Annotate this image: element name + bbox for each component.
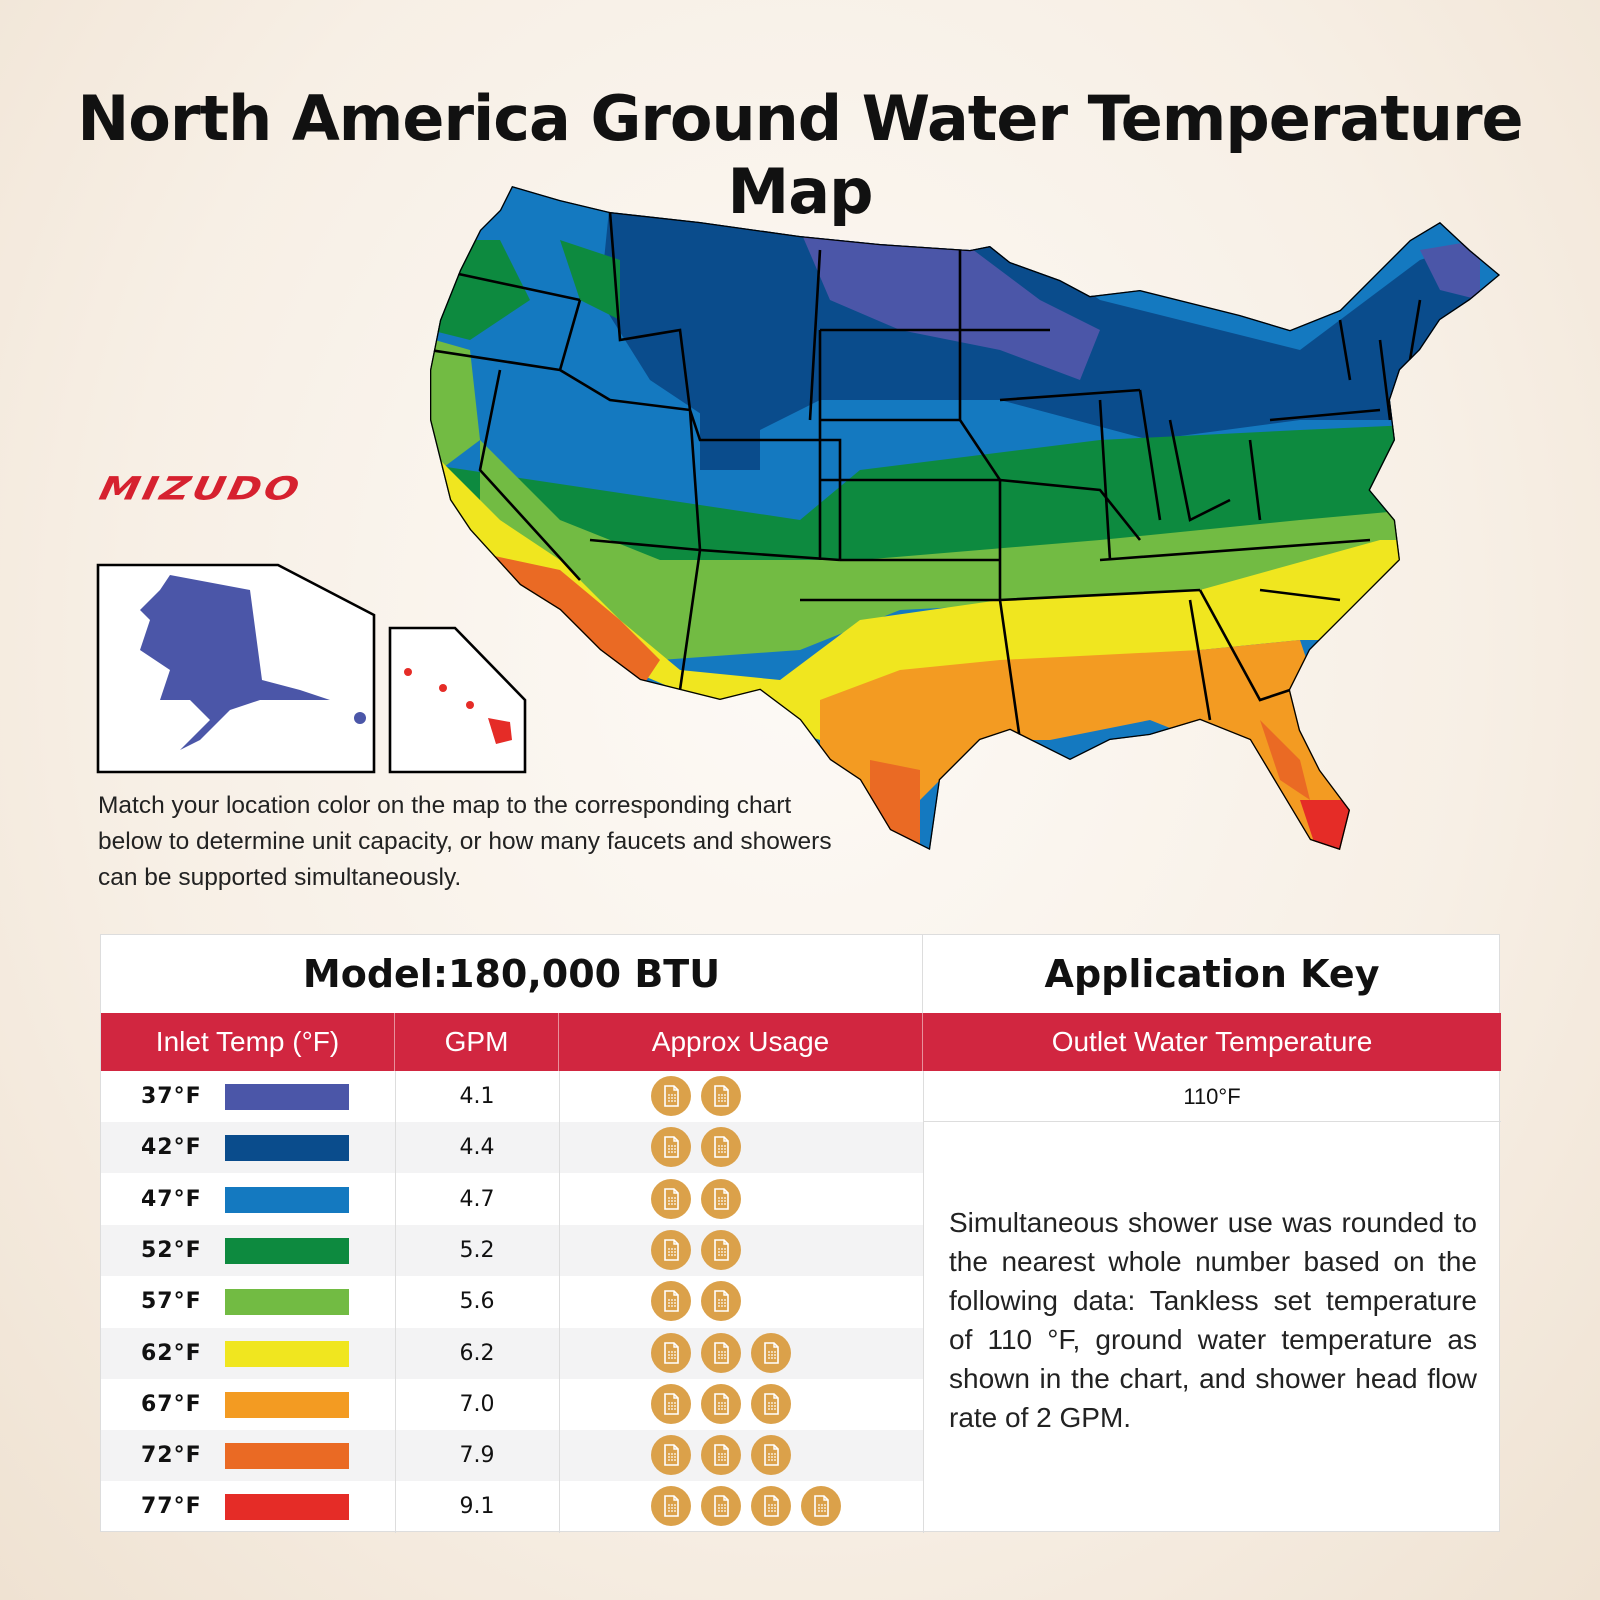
shower-icon bbox=[801, 1486, 841, 1527]
alaska-inset bbox=[96, 563, 376, 774]
gpm-value: 7.9 bbox=[459, 1443, 495, 1469]
gpm-value: 4.7 bbox=[459, 1186, 495, 1212]
shower-icon bbox=[751, 1332, 791, 1373]
brand-logo: MIZUDO bbox=[96, 470, 306, 508]
gpm-value: 7.0 bbox=[459, 1391, 495, 1417]
shower-icon bbox=[651, 1076, 691, 1116]
shower-icon bbox=[651, 1281, 691, 1322]
shower-icon bbox=[701, 1127, 741, 1168]
temperature-color-swatch bbox=[225, 1289, 349, 1316]
model-heading: Model:180,000 BTU bbox=[101, 935, 923, 1013]
temperature-color-swatch bbox=[225, 1186, 349, 1213]
approx-usage-icons bbox=[651, 1435, 791, 1476]
approx-usage-header: Approx Usage bbox=[559, 1013, 923, 1071]
temperature-color-swatch bbox=[225, 1237, 349, 1264]
shower-icon bbox=[701, 1332, 741, 1373]
shower-icon bbox=[701, 1229, 741, 1270]
column-divider bbox=[559, 1071, 560, 1533]
temperature-color-swatch bbox=[225, 1135, 349, 1162]
temperature-color-swatch bbox=[225, 1494, 349, 1521]
approx-usage-icons bbox=[651, 1076, 741, 1117]
temperature-color-swatch bbox=[225, 1391, 349, 1418]
table-header-row: Inlet Temp (°F) GPM Approx Usage Outlet … bbox=[101, 1013, 1501, 1071]
temperature-color-swatch bbox=[225, 1084, 349, 1110]
calculation-note: Simultaneous shower use was rounded to t… bbox=[949, 1207, 1477, 1433]
shower-icon bbox=[651, 1332, 691, 1373]
page-title: North America Ground Water Temperature M… bbox=[77, 82, 1523, 228]
shower-icon bbox=[701, 1383, 741, 1424]
inlet-temp-header: Inlet Temp (°F) bbox=[101, 1013, 395, 1071]
shower-icon bbox=[701, 1486, 741, 1527]
capacity-table: Model:180,000 BTU Application Key Inlet … bbox=[100, 934, 1501, 1533]
approx-usage-icons bbox=[651, 1332, 791, 1374]
approx-usage-icons bbox=[651, 1178, 741, 1220]
gpm-value: 6.2 bbox=[459, 1340, 495, 1366]
ground-water-temperature-map bbox=[96, 186, 1500, 850]
gpm-value: 5.2 bbox=[459, 1237, 495, 1263]
shower-icon bbox=[651, 1383, 691, 1424]
shower-icon bbox=[751, 1486, 791, 1527]
outlet-temp-header: Outlet Water Temperature bbox=[1051, 1026, 1373, 1057]
shower-icon bbox=[701, 1178, 741, 1219]
inlet-temp-value: 77°F bbox=[141, 1494, 202, 1520]
gpm-value: 9.1 bbox=[459, 1494, 495, 1520]
table-row: 57°F 5.6 bbox=[101, 1276, 923, 1327]
table-row: 52°F 5.2 bbox=[101, 1224, 923, 1276]
table-row: 67°F 7.0 bbox=[101, 1379, 923, 1430]
shower-icon bbox=[701, 1281, 741, 1322]
shower-icon bbox=[651, 1229, 691, 1270]
temperature-color-swatch bbox=[225, 1340, 349, 1367]
inlet-temp-value: 37°F bbox=[141, 1084, 202, 1109]
shower-icon bbox=[651, 1486, 691, 1527]
hawaii-inset bbox=[388, 626, 527, 774]
inlet-temp-value: 47°F bbox=[141, 1186, 202, 1212]
table-row: 77°F 9.1 bbox=[101, 1481, 923, 1532]
inlet-temp-value: 52°F bbox=[141, 1237, 202, 1263]
inlet-temp-value: 42°F bbox=[141, 1135, 202, 1161]
table-row: 62°F 6.2 bbox=[101, 1327, 923, 1379]
approx-usage-icons bbox=[651, 1281, 741, 1322]
shower-icon bbox=[651, 1127, 691, 1168]
shower-icon bbox=[751, 1435, 791, 1476]
inlet-temp-value: 62°F bbox=[141, 1340, 202, 1366]
table-row: 37°F 4.1 bbox=[101, 1071, 923, 1122]
approx-usage-icons bbox=[651, 1486, 841, 1527]
outlet-temp-value: 110°F bbox=[923, 1071, 1501, 1122]
gpm-value: 4.4 bbox=[459, 1135, 495, 1161]
approx-usage-icons bbox=[651, 1127, 741, 1168]
shower-icon bbox=[651, 1435, 691, 1476]
approx-usage-icons bbox=[651, 1383, 791, 1425]
gpm-header: GPM bbox=[395, 1013, 559, 1071]
inlet-temp-value: 67°F bbox=[141, 1391, 202, 1417]
shower-icon bbox=[701, 1076, 741, 1116]
shower-icon bbox=[651, 1178, 691, 1219]
temperature-color-swatch bbox=[225, 1443, 349, 1470]
shower-icon bbox=[751, 1383, 791, 1424]
application-key-heading: Application Key bbox=[1044, 952, 1380, 996]
table-row: 72°F 7.9 bbox=[101, 1430, 923, 1482]
inlet-temp-value: 57°F bbox=[141, 1289, 202, 1315]
inlet-temp-value: 72°F bbox=[141, 1443, 202, 1469]
table-row: 47°F 4.7 bbox=[101, 1174, 923, 1225]
shower-icon bbox=[701, 1435, 741, 1476]
column-divider bbox=[923, 1071, 924, 1533]
intro-text: Match your location color on the map to … bbox=[98, 792, 832, 891]
approx-usage-icons bbox=[651, 1229, 741, 1271]
column-divider bbox=[395, 1071, 396, 1533]
table-row: 42°F 4.4 bbox=[101, 1122, 923, 1174]
gpm-value: 5.6 bbox=[459, 1289, 495, 1315]
gpm-value: 4.1 bbox=[459, 1084, 495, 1109]
